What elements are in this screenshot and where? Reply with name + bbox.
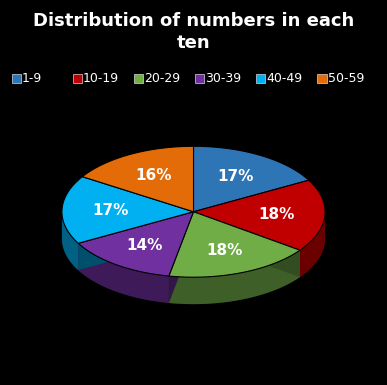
Polygon shape xyxy=(169,212,194,303)
FancyBboxPatch shape xyxy=(256,74,265,83)
Polygon shape xyxy=(78,212,194,270)
Text: 16%: 16% xyxy=(135,168,172,183)
Text: 1-9: 1-9 xyxy=(22,72,42,85)
Polygon shape xyxy=(194,146,309,212)
Text: Distribution of numbers in each
ten: Distribution of numbers in each ten xyxy=(33,12,354,52)
Polygon shape xyxy=(169,212,194,303)
Polygon shape xyxy=(78,212,194,276)
Polygon shape xyxy=(194,180,325,250)
Text: 18%: 18% xyxy=(258,207,295,222)
Polygon shape xyxy=(78,243,169,303)
FancyBboxPatch shape xyxy=(134,74,143,83)
FancyBboxPatch shape xyxy=(12,74,21,83)
Text: 20-29: 20-29 xyxy=(144,72,180,85)
Text: 17%: 17% xyxy=(92,203,129,218)
Polygon shape xyxy=(194,212,300,277)
Text: 10-19: 10-19 xyxy=(83,72,119,85)
Polygon shape xyxy=(82,146,194,212)
Polygon shape xyxy=(169,250,300,304)
FancyBboxPatch shape xyxy=(195,74,204,83)
Polygon shape xyxy=(194,212,300,277)
Text: 14%: 14% xyxy=(127,238,163,253)
FancyBboxPatch shape xyxy=(317,74,327,83)
Text: 50-59: 50-59 xyxy=(328,72,364,85)
Text: 17%: 17% xyxy=(217,169,254,184)
Ellipse shape xyxy=(62,173,325,304)
Polygon shape xyxy=(300,212,325,277)
Text: 40-49: 40-49 xyxy=(267,72,303,85)
Polygon shape xyxy=(78,212,194,270)
Text: 30-39: 30-39 xyxy=(205,72,241,85)
Polygon shape xyxy=(169,212,300,277)
Polygon shape xyxy=(62,212,78,270)
FancyBboxPatch shape xyxy=(73,74,82,83)
Text: 18%: 18% xyxy=(206,243,242,258)
Polygon shape xyxy=(62,177,194,243)
